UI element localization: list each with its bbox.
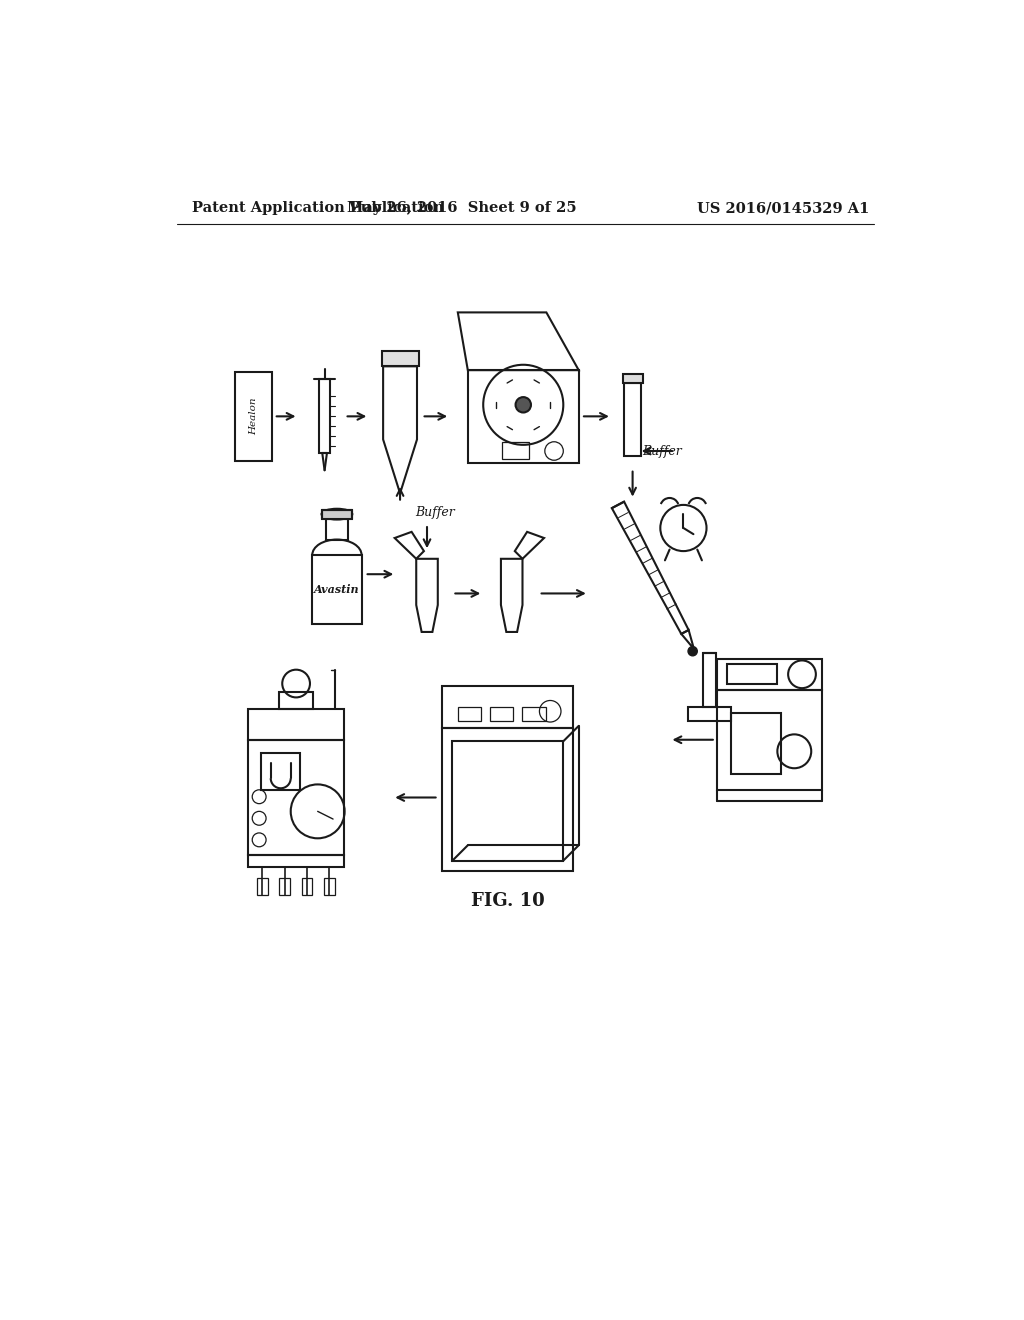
Bar (717, 659, 822, 689)
Bar (326, 519, 348, 540)
Bar (717, 689, 822, 789)
Circle shape (688, 647, 697, 656)
Bar (280, 692, 313, 709)
Text: US 2016/0145329 A1: US 2016/0145329 A1 (697, 202, 869, 215)
Bar (312, 554, 361, 624)
Bar (442, 686, 573, 729)
Text: Buffer: Buffer (643, 445, 682, 458)
Bar (458, 706, 481, 721)
Bar (522, 706, 546, 721)
Bar (703, 653, 716, 706)
Bar (468, 370, 579, 462)
Bar (236, 372, 272, 461)
Text: Buffer: Buffer (416, 506, 456, 519)
Bar (727, 664, 777, 684)
Bar (319, 379, 330, 453)
Bar (249, 855, 344, 867)
Text: Healon: Healon (249, 397, 258, 436)
Bar (442, 729, 573, 871)
Bar (249, 709, 344, 739)
Bar (688, 706, 731, 721)
Bar (731, 713, 781, 775)
Bar (324, 878, 335, 895)
Text: Patent Application Publication: Patent Application Publication (193, 202, 444, 215)
Text: May 26, 2016  Sheet 9 of 25: May 26, 2016 Sheet 9 of 25 (347, 202, 577, 215)
Bar (453, 742, 563, 861)
Bar (502, 442, 528, 459)
Text: FIG. 10: FIG. 10 (471, 892, 545, 911)
Bar (257, 878, 267, 895)
Ellipse shape (322, 508, 352, 520)
Bar (301, 878, 312, 895)
Bar (261, 752, 300, 789)
Bar (490, 706, 513, 721)
Bar (280, 878, 290, 895)
Bar (322, 510, 352, 519)
Circle shape (515, 397, 531, 413)
Bar (249, 739, 344, 855)
Bar (623, 374, 643, 383)
Text: Avastin: Avastin (314, 585, 359, 595)
Bar (382, 351, 419, 367)
Bar (625, 383, 641, 457)
